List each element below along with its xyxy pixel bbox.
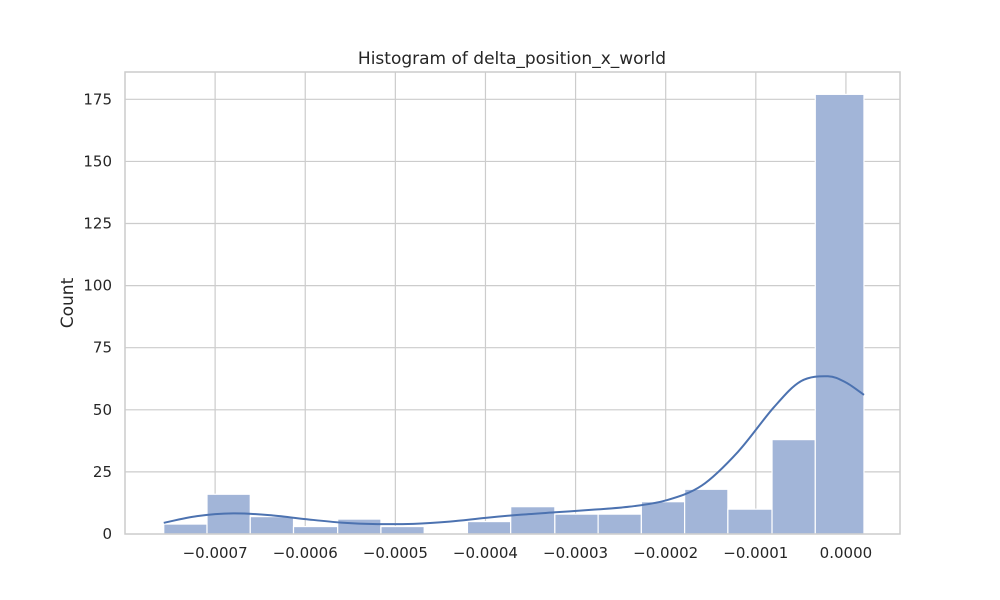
histogram-bar: [292, 525, 339, 535]
y-tick-label: 0: [102, 525, 112, 543]
y-tick-label: 100: [83, 277, 112, 295]
y-tick-label: 25: [93, 463, 112, 481]
x-tick-label: −0.0005: [363, 544, 428, 562]
histogram-bar: [163, 523, 208, 535]
y-tick-label: 125: [83, 215, 112, 233]
y-axis-label: Count: [58, 277, 78, 328]
x-tick-label: −0.0006: [273, 544, 338, 562]
histogram-bar: [554, 513, 599, 535]
x-tick-labels: −0.0007 −0.0006 −0.0005 −0.0004 −0.0003 −0.00…: [183, 544, 873, 562]
chart-title: Histogram of delta_position_x_world: [358, 49, 666, 69]
histogram-bar: [727, 508, 773, 535]
y-tick-label: 175: [83, 90, 112, 108]
histogram-bar: [337, 518, 382, 535]
x-tick-label: −0.0002: [633, 544, 698, 562]
y-tick-label: 50: [93, 401, 112, 419]
x-tick-label: −0.0001: [723, 544, 788, 562]
histogram-bar: [814, 93, 865, 535]
y-tick-label: 150: [83, 152, 112, 170]
histogram-bar: [249, 516, 295, 535]
histogram-bar: [510, 506, 556, 535]
x-tick-label: −0.0003: [543, 544, 608, 562]
histogram-bar: [466, 520, 512, 535]
x-tick-label: 0.0000: [820, 544, 873, 562]
histogram-bar: [684, 488, 729, 535]
x-tick-label: −0.0007: [183, 544, 248, 562]
histogram-bar: [380, 525, 425, 535]
histogram-bar: [771, 439, 816, 535]
y-tick-labels: 0 25 50 75 100 125 150 175: [83, 90, 112, 543]
y-tick-label: 75: [93, 339, 112, 357]
kde-curve: [163, 375, 865, 526]
histogram-bar: [597, 513, 642, 535]
x-tick-label: −0.0004: [453, 544, 518, 562]
kde-layer: [163, 375, 865, 526]
plot-frame: [124, 71, 901, 535]
histogram-bar: [640, 501, 686, 535]
